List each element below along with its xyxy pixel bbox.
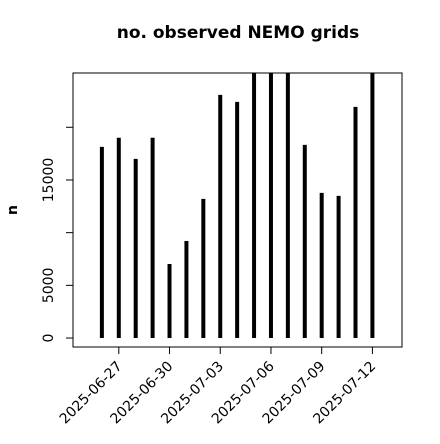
plot-box xyxy=(72,72,403,348)
y-tick-label: 15000 xyxy=(41,158,57,203)
y-tick-label: 5000 xyxy=(41,268,57,304)
y-axis-label: n xyxy=(5,205,21,215)
y-tick-label: 0 xyxy=(41,334,57,343)
bars xyxy=(99,73,375,339)
chart-title: no. observed NEMO grids xyxy=(117,23,360,43)
